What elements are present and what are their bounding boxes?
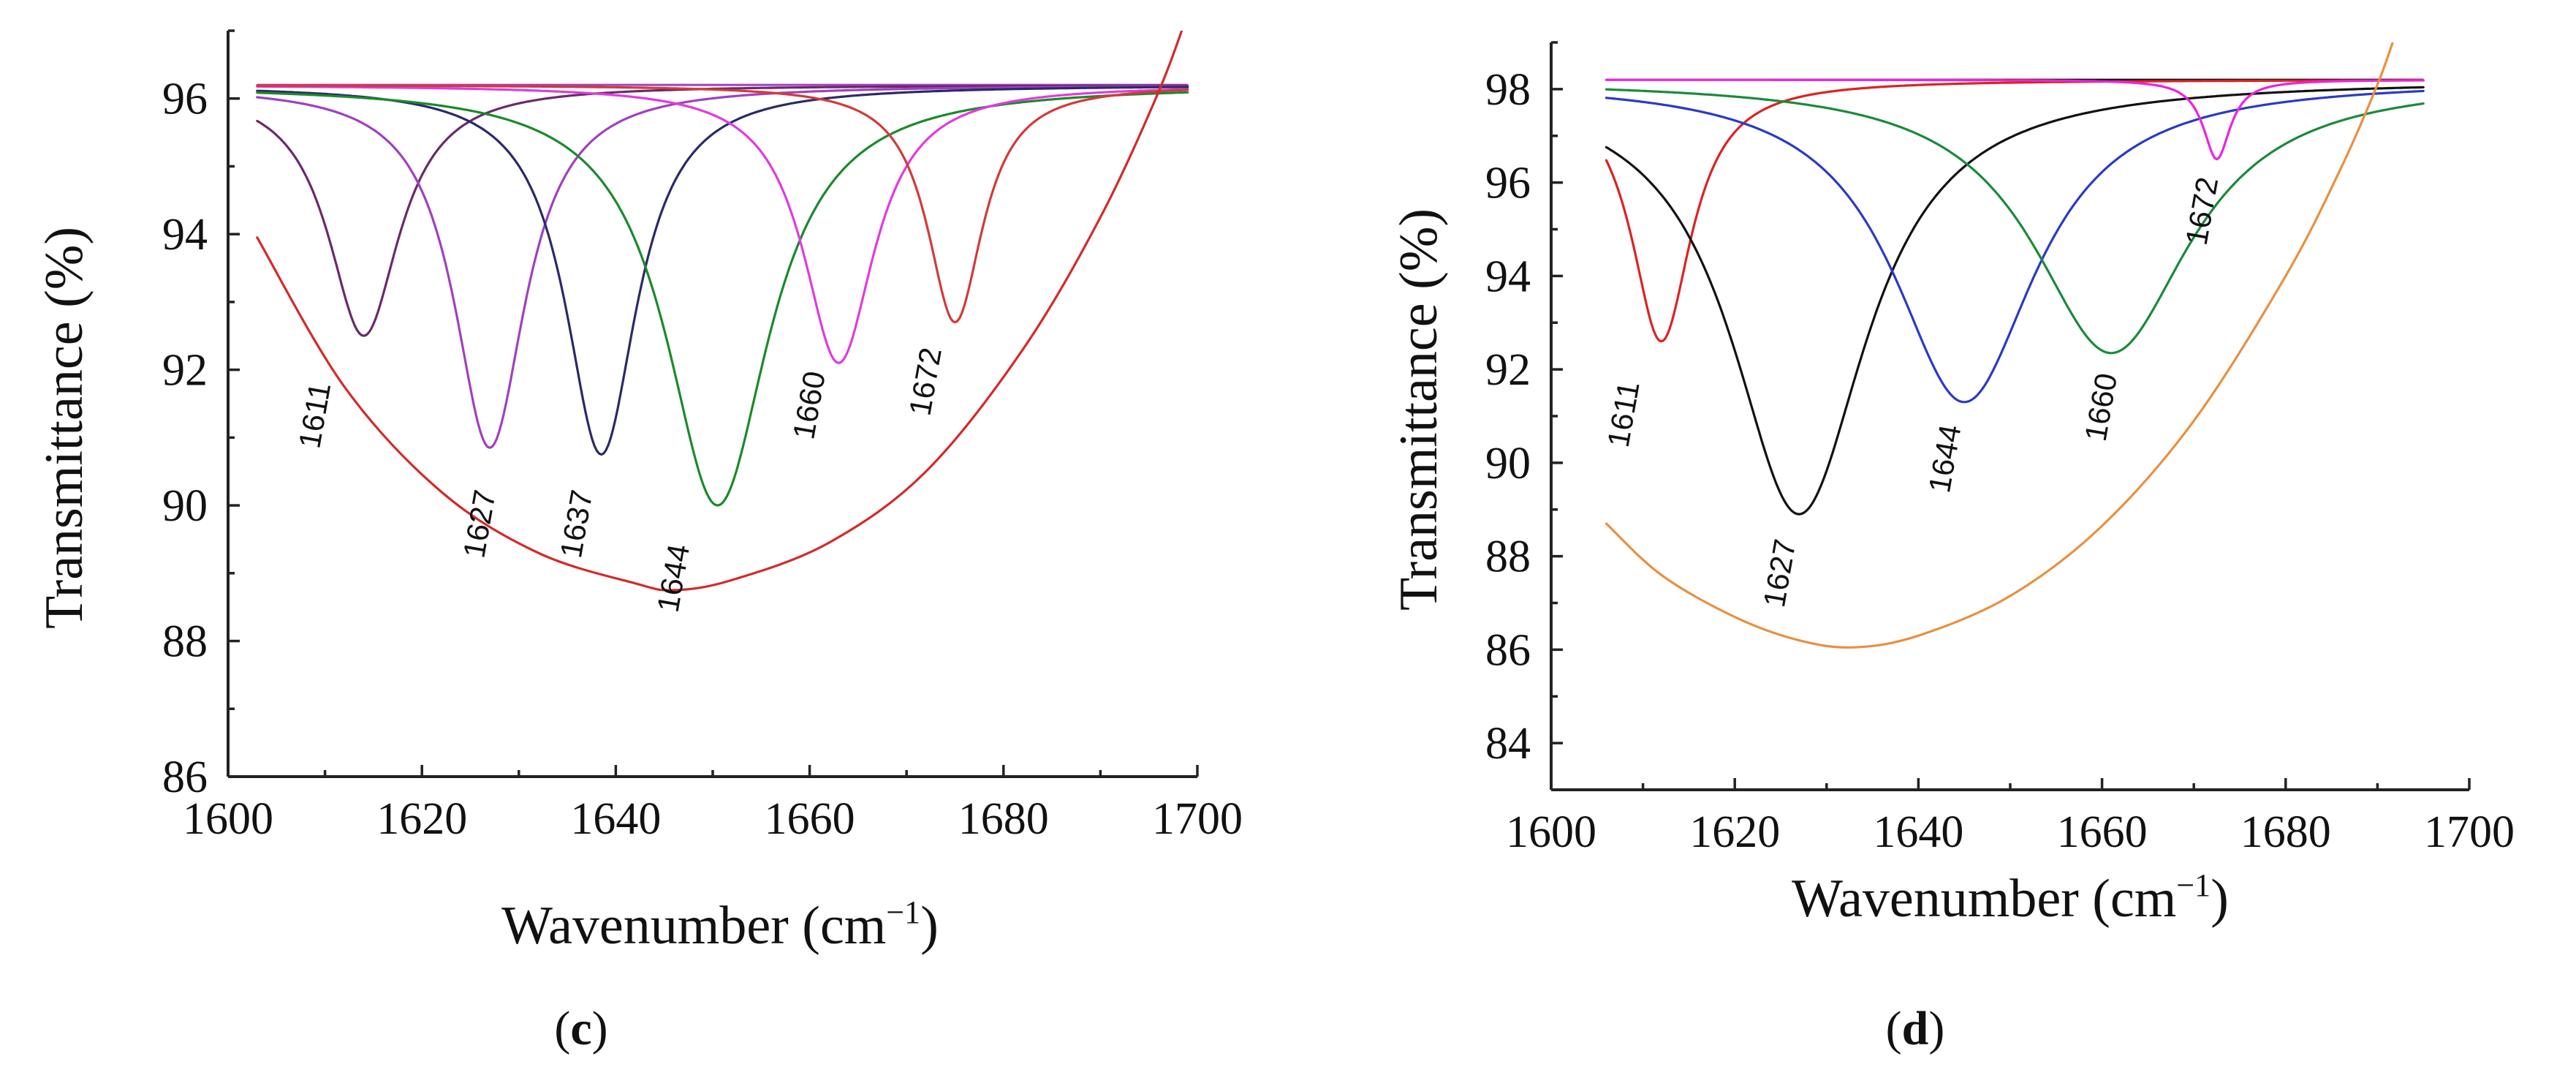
band-curve-1611: [256, 84, 1189, 337]
band-curve-1637: [256, 86, 1189, 456]
panel-c: 1600 1620 1640 1660 1680 1700 86 88 90 92 94 96 1611…: [34, 29, 1243, 1055]
x-tick-label: 1640: [1873, 807, 1963, 857]
x-tick-label: 1620: [376, 794, 467, 844]
y-tick-label: 92: [162, 346, 208, 396]
x-tick-label: 1680: [2240, 807, 2331, 857]
x-tick-label: 1660: [2057, 807, 2148, 857]
panel-d-x-axis-title: Wavenumber (cm−1): [1792, 867, 2229, 929]
y-tick-label: 98: [1485, 65, 1531, 115]
envelope-fit-curve: [1605, 42, 2394, 649]
peak-label-1660: 1660: [2078, 371, 2124, 444]
band-curve-1644: [256, 91, 1189, 507]
band-curve-1644: [1605, 89, 2425, 404]
y-tick-label: 90: [162, 481, 208, 531]
peak-label-1644: 1644: [1922, 422, 1968, 495]
peak-label-1644: 1644: [651, 541, 697, 614]
peak-label-1611: 1611: [1601, 379, 1646, 450]
x-tick-label: 1600: [1506, 807, 1596, 857]
band-curve-1660: [1605, 88, 2425, 355]
y-tick-label: 90: [1485, 439, 1531, 489]
peak-label-1672: 1672: [902, 345, 948, 418]
peak-label-1627: 1627: [1757, 537, 1803, 610]
band-curve-1672: [1605, 78, 2425, 161]
y-tick-label: 84: [1485, 719, 1531, 769]
band-curve-1672: [256, 84, 1189, 324]
x-tick-label: 1660: [765, 794, 855, 844]
x-tick-label: 1620: [1689, 807, 1780, 857]
band-curve-1660: [256, 85, 1189, 364]
peak-label-1672: 1672: [2179, 174, 2225, 247]
peak-label-1637: 1637: [553, 487, 599, 560]
y-tick-label: 96: [1485, 159, 1531, 208]
panel-d-y-axis-title: Transmittance (%): [1389, 208, 1449, 611]
panel-c-curves: [256, 31, 1189, 592]
y-tick-label: 92: [1485, 345, 1531, 395]
peak-label-1660: 1660: [786, 369, 832, 442]
panel-d-curves: [1605, 42, 2425, 649]
y-tick-label: 94: [1485, 252, 1531, 301]
panel-d-axes: 1600 1620 1640 1660 1680 1700 84 86 88 90 92 94 96 98…: [1485, 41, 2515, 857]
x-tick-label: 1700: [2424, 807, 2515, 857]
y-tick-label: 86: [162, 752, 208, 802]
panel-c-axes: 1600 1620 1640 1660 1680 1700 86 88 90 92 94 96 1611…: [162, 29, 1243, 844]
panel-d: 1600 1620 1640 1660 1680 1700 84 86 88 90 92 94 96 98…: [1389, 41, 2515, 1055]
band-curve-1627: [256, 85, 1189, 449]
band-curve-1611: [1605, 79, 2425, 343]
y-tick-label: 86: [1485, 625, 1531, 675]
x-tick-label: 1640: [570, 794, 661, 844]
band-curve-1627: [1605, 86, 2425, 516]
y-tick-label: 88: [1485, 532, 1531, 582]
panel-c-y-axis-title: Transmittance (%): [34, 227, 94, 629]
panel-c-x-axis-title: Wavenumber (cm−1): [501, 894, 939, 956]
panel-c-label: (c): [554, 1002, 607, 1055]
y-tick-label: 88: [162, 617, 208, 667]
peak-label-1611: 1611: [292, 380, 337, 450]
panel-d-label: (d): [1886, 1002, 1945, 1055]
x-tick-label: 1700: [1152, 794, 1243, 844]
y-tick-label: 94: [162, 210, 208, 260]
x-tick-label: 1680: [958, 794, 1049, 844]
peak-label-1627: 1627: [456, 487, 502, 560]
x-tick-label: 1600: [183, 794, 273, 844]
y-tick-label: 96: [162, 75, 208, 124]
envelope-fit-curve: [256, 31, 1183, 592]
